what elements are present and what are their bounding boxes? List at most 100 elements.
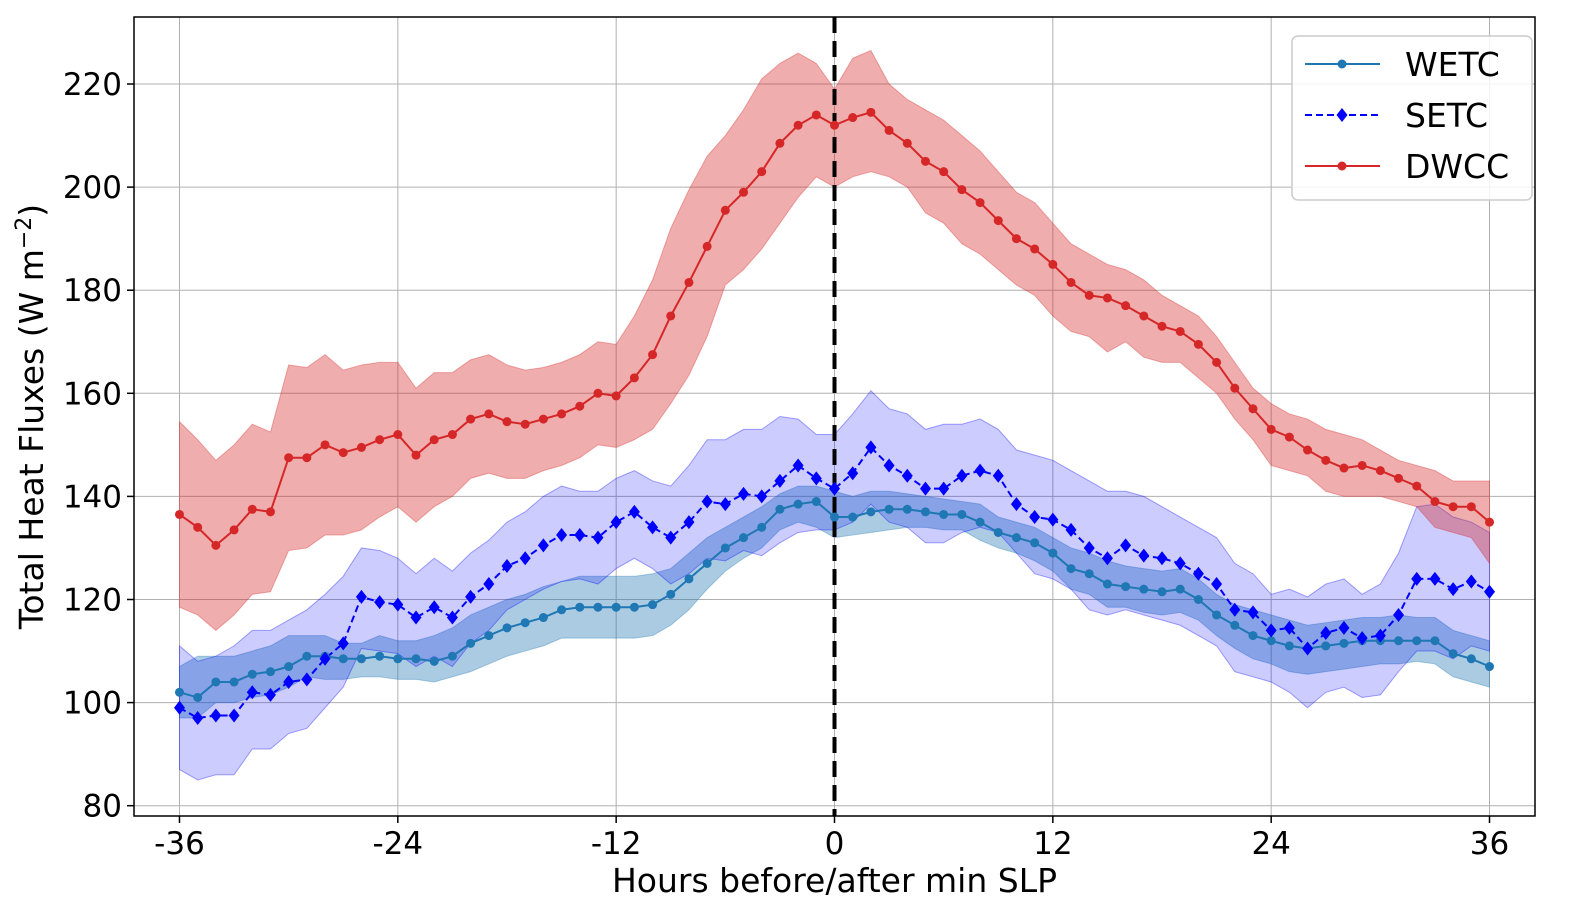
point-wetc (739, 533, 749, 543)
point-dwcc (1030, 244, 1040, 254)
point-dwcc (447, 430, 457, 440)
point-setc (1065, 522, 1077, 537)
point-dwcc (1466, 502, 1476, 512)
point-dwcc (866, 107, 876, 117)
x-tick-label: 24 (1251, 826, 1290, 862)
point-setc (774, 473, 786, 488)
x-tick-label: -36 (154, 826, 205, 862)
point-setc (1447, 582, 1459, 597)
legend-marker-setc (1336, 108, 1348, 122)
point-wetc (1011, 533, 1021, 543)
point-wetc (1084, 569, 1094, 579)
point-wetc (593, 602, 603, 612)
point-dwcc (1157, 321, 1167, 331)
point-setc (1283, 620, 1295, 635)
point-wetc (1394, 636, 1404, 646)
point-setc (537, 538, 549, 553)
point-wetc (629, 602, 639, 612)
point-setc (1101, 551, 1113, 566)
point-setc (719, 497, 731, 512)
point-setc (810, 471, 822, 486)
point-setc (392, 597, 404, 612)
point-dwcc (229, 525, 239, 535)
point-wetc (975, 517, 985, 527)
point-dwcc (1193, 339, 1203, 349)
x-tick-label: 36 (1470, 826, 1509, 862)
point-dwcc (375, 435, 385, 445)
legend-label-wetc: WETC (1405, 45, 1500, 84)
legend-label-dwcc: DWCC (1405, 147, 1509, 186)
point-setc (574, 528, 586, 543)
point-setc (556, 528, 568, 543)
point-setc (1138, 548, 1150, 563)
y-tick-label: 160 (63, 376, 122, 412)
point-wetc (1466, 654, 1476, 664)
x-axis-ticks: -36 -24 -12 0 12 24 36 (154, 816, 1509, 862)
point-dwcc (702, 241, 712, 251)
legend-box (1291, 35, 1533, 201)
point-dwcc (629, 373, 639, 383)
point-wetc (1485, 662, 1495, 672)
point-setc (683, 515, 695, 530)
point-setc (1174, 556, 1186, 571)
point-setc (1029, 510, 1041, 525)
point-wetc (338, 654, 348, 664)
point-wetc (902, 504, 912, 514)
point-dwcc (793, 120, 803, 130)
point-setc (701, 494, 713, 509)
point-setc (1374, 628, 1386, 643)
point-dwcc (1485, 517, 1495, 527)
point-dwcc (666, 311, 676, 321)
point-wetc (1048, 548, 1058, 558)
legend-marker-wetc (1337, 59, 1347, 69)
point-setc (1047, 512, 1059, 527)
point-dwcc (1084, 290, 1094, 300)
y-tick-label: 200 (63, 170, 122, 206)
point-wetc (720, 543, 730, 553)
point-dwcc (957, 185, 967, 195)
point-wetc (830, 512, 839, 522)
point-wetc (957, 509, 967, 519)
point-dwcc (1448, 502, 1458, 512)
y-axis-label-prefix: Total Heat Fluxes (W m (12, 249, 51, 630)
point-setc (173, 700, 185, 715)
y-tick-label: 180 (63, 273, 122, 309)
point-setc (501, 558, 513, 573)
point-wetc (1448, 649, 1458, 659)
legend: WETC SETC DWCC (1291, 35, 1533, 201)
point-setc (1010, 497, 1022, 512)
point-dwcc (684, 277, 694, 287)
point-dwcc (1230, 383, 1240, 393)
point-setc (592, 530, 604, 545)
point-wetc (1248, 631, 1258, 641)
point-setc (829, 481, 840, 496)
point-dwcc (593, 388, 603, 398)
series-markers (173, 107, 1496, 726)
point-wetc (575, 602, 585, 612)
point-wetc (684, 574, 694, 584)
point-wetc (757, 522, 767, 532)
point-dwcc (1121, 301, 1131, 311)
point-dwcc (174, 509, 184, 519)
point-dwcc (1011, 234, 1021, 244)
point-dwcc (520, 419, 530, 429)
point-setc (974, 463, 986, 478)
y-tick-label: 220 (63, 67, 122, 103)
point-wetc (193, 692, 203, 702)
point-wetc (356, 654, 366, 664)
point-setc (1083, 540, 1095, 555)
point-setc (1247, 605, 1259, 620)
point-wetc (1175, 584, 1185, 594)
point-setc (792, 458, 804, 473)
point-wetc (793, 499, 803, 509)
x-tick-label: 0 (825, 826, 845, 862)
point-setc (1411, 571, 1423, 586)
point-setc (283, 674, 295, 689)
y-axis-label-suffix: ) (12, 204, 51, 217)
y-tick-label: 120 (63, 582, 122, 618)
point-wetc (648, 600, 658, 610)
point-dwcc (1066, 277, 1076, 287)
point-dwcc (1284, 432, 1294, 442)
y-axis-label: Total Heat Fluxes (W m−2) (12, 204, 52, 630)
